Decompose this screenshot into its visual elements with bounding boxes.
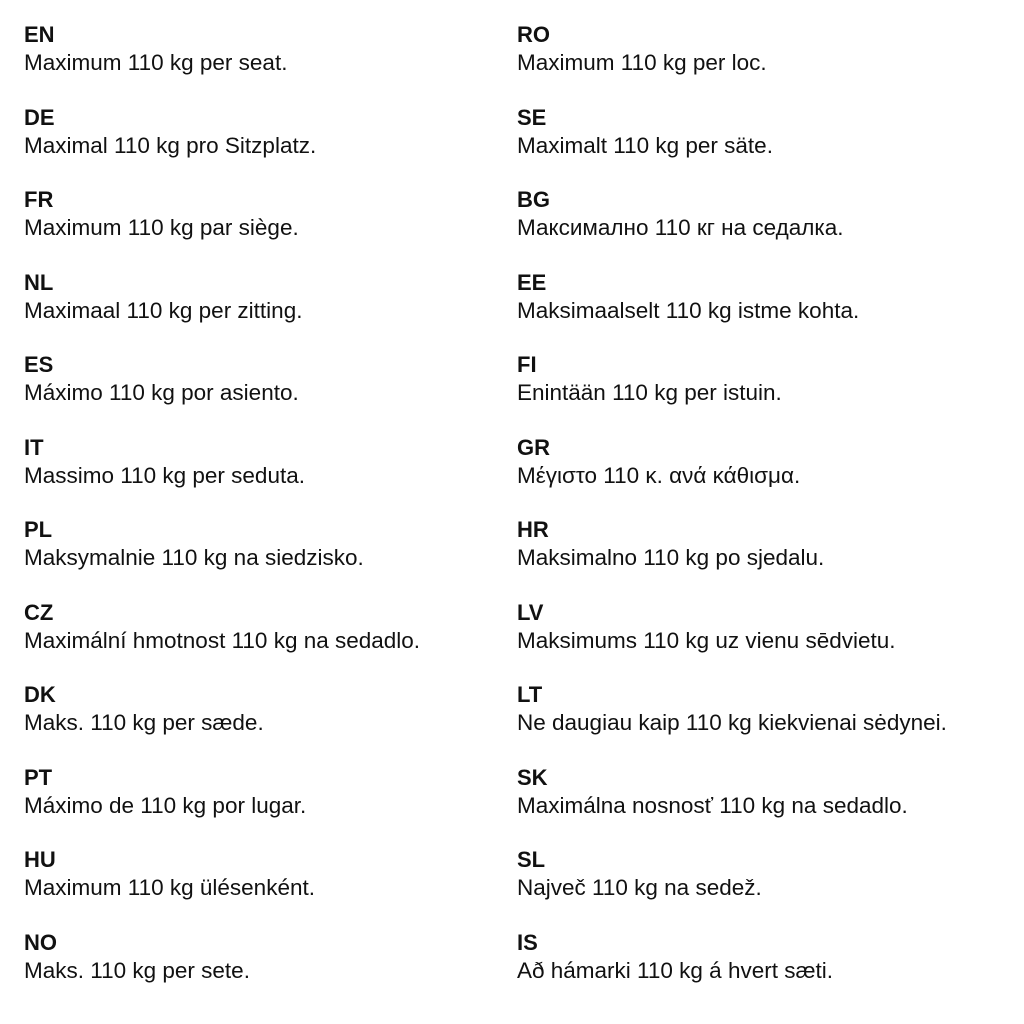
weight-limit-text: Maximálna nosnosť 110 kg na sedadlo. (517, 792, 908, 818)
weight-limit-text: Máximo 110 kg por asiento. (24, 380, 299, 405)
weight-limit-text: Maximaal 110 kg per zitting. (24, 297, 303, 323)
language-code: RO (517, 22, 550, 47)
language-entry: FR Maximum 110 kg par siège. (24, 186, 420, 269)
weight-limit-text: Μέγιστο 110 κ. ανά κάθισμα. (517, 462, 801, 488)
language-entry: IT Massimo 110 kg per seduta. (24, 434, 420, 517)
left-column: EN Maximum 110 kg per seat. DE Maximal 110 … (24, 21, 420, 1011)
language-entry: GR Μέγιστο 110 κ. ανά κάθισμα. (517, 434, 947, 517)
weight-limit-text: Ne daugiau kaip 110 kg kiekvienai sėdyne… (517, 710, 947, 735)
weight-limit-text: Maksimums 110 kg uz vienu sēdvietu. (517, 627, 896, 653)
language-entry: SL Največ 110 kg na sedež. (517, 846, 947, 929)
weight-limit-text: Maksimaalselt 110 kg istme kohta. (517, 297, 860, 323)
language-code: DE (24, 104, 55, 130)
language-code: SK (517, 764, 548, 790)
language-entry: BG Максимално 110 кг на седалка. (517, 186, 947, 269)
weight-limit-text: Enintään 110 kg per istuin. (517, 380, 782, 405)
language-code: HR (517, 517, 549, 542)
language-code: PL (24, 517, 53, 542)
language-entry: SE Maximalt 110 kg per säte. (517, 104, 947, 187)
right-column: RO Maximum 110 kg per loc. SE Maximalt 110 … (517, 21, 947, 1011)
weight-limit-text: Maximum 110 kg par siège. (24, 215, 299, 240)
language-entry: SK Maximálna nosnosť 110 kg na sedadlo. (517, 764, 947, 847)
language-entry: HU Maximum 110 kg ülésenként. (24, 846, 420, 929)
language-entry: RO Maximum 110 kg per loc. (517, 21, 947, 104)
weight-limit-text: Maksimalno 110 kg po sjedalu. (517, 545, 825, 570)
language-entry: NO Maks. 110 kg per sete. (24, 929, 420, 1012)
language-code: HU (24, 847, 56, 872)
weight-limit-text: Maximal 110 kg pro Sitzplatz. (24, 132, 317, 158)
language-entry: CZ Maximální hmotnost 110 kg na sedadlo. (24, 599, 420, 682)
language-code: LT (517, 682, 543, 707)
weight-limit-text: Maks. 110 kg per sete. (24, 957, 250, 983)
language-code: ES (24, 352, 54, 377)
language-entry: LT Ne daugiau kaip 110 kg kiekvienai sėdy… (517, 681, 947, 764)
language-entry: EE Maksimaalselt 110 kg istme kohta. (517, 269, 947, 352)
language-code: EE (517, 269, 547, 295)
weight-limit-text: Máximo de 110 kg por lugar. (24, 792, 307, 818)
language-entry: IS Að hámarki 110 kg á hvert sæti. (517, 929, 947, 1012)
weight-limit-text: Að hámarki 110 kg á hvert sæti. (517, 957, 833, 983)
language-entry: PL Maksymalnie 110 kg na siedzisko. (24, 516, 420, 599)
language-code: NL (24, 269, 54, 295)
language-entry: EN Maximum 110 kg per seat. (24, 21, 420, 104)
language-code: LV (517, 599, 544, 625)
weight-limit-text: Massimo 110 kg per seduta. (24, 462, 305, 488)
language-code: BG (517, 187, 550, 212)
weight-limit-text: Maximum 110 kg per loc. (517, 50, 767, 75)
language-code: IS (517, 929, 538, 955)
language-code: CZ (24, 599, 54, 625)
language-entry: PT Máximo de 110 kg por lugar. (24, 764, 420, 847)
weight-limit-text: Maximum 110 kg ülésenként. (24, 875, 315, 900)
language-code: FI (517, 352, 537, 377)
weight-limit-text: Maximum 110 kg per seat. (24, 50, 288, 75)
weight-limit-text: Максимално 110 кг на седалка. (517, 215, 844, 240)
language-entry: DE Maximal 110 kg pro Sitzplatz. (24, 104, 420, 187)
language-code: FR (24, 187, 54, 212)
language-entry: DK Maks. 110 kg per sæde. (24, 681, 420, 764)
language-entry: LV Maksimums 110 kg uz vienu sēdvietu. (517, 599, 947, 682)
language-code: EN (24, 22, 55, 47)
weight-limit-text: Maksymalnie 110 kg na siedzisko. (24, 545, 364, 570)
weight-limit-text: Maximální hmotnost 110 kg na sedadlo. (24, 627, 421, 653)
language-entry: FI Enintään 110 kg per istuin. (517, 351, 947, 434)
language-code: GR (517, 434, 550, 460)
language-code: SL (517, 847, 546, 872)
language-code: IT (24, 434, 44, 460)
language-entry: NL Maximaal 110 kg per zitting. (24, 269, 420, 352)
language-entry: HR Maksimalno 110 kg po sjedalu. (517, 516, 947, 599)
weight-limit-text: Maks. 110 kg per sæde. (24, 710, 264, 735)
language-code: DK (24, 682, 56, 707)
weight-limit-text: Največ 110 kg na sedež. (517, 875, 762, 900)
weight-limit-text: Maximalt 110 kg per säte. (517, 132, 773, 158)
language-code: SE (517, 104, 547, 130)
language-entry: ES Máximo 110 kg por asiento. (24, 351, 420, 434)
language-code: PT (24, 764, 53, 790)
language-code: NO (24, 929, 57, 955)
